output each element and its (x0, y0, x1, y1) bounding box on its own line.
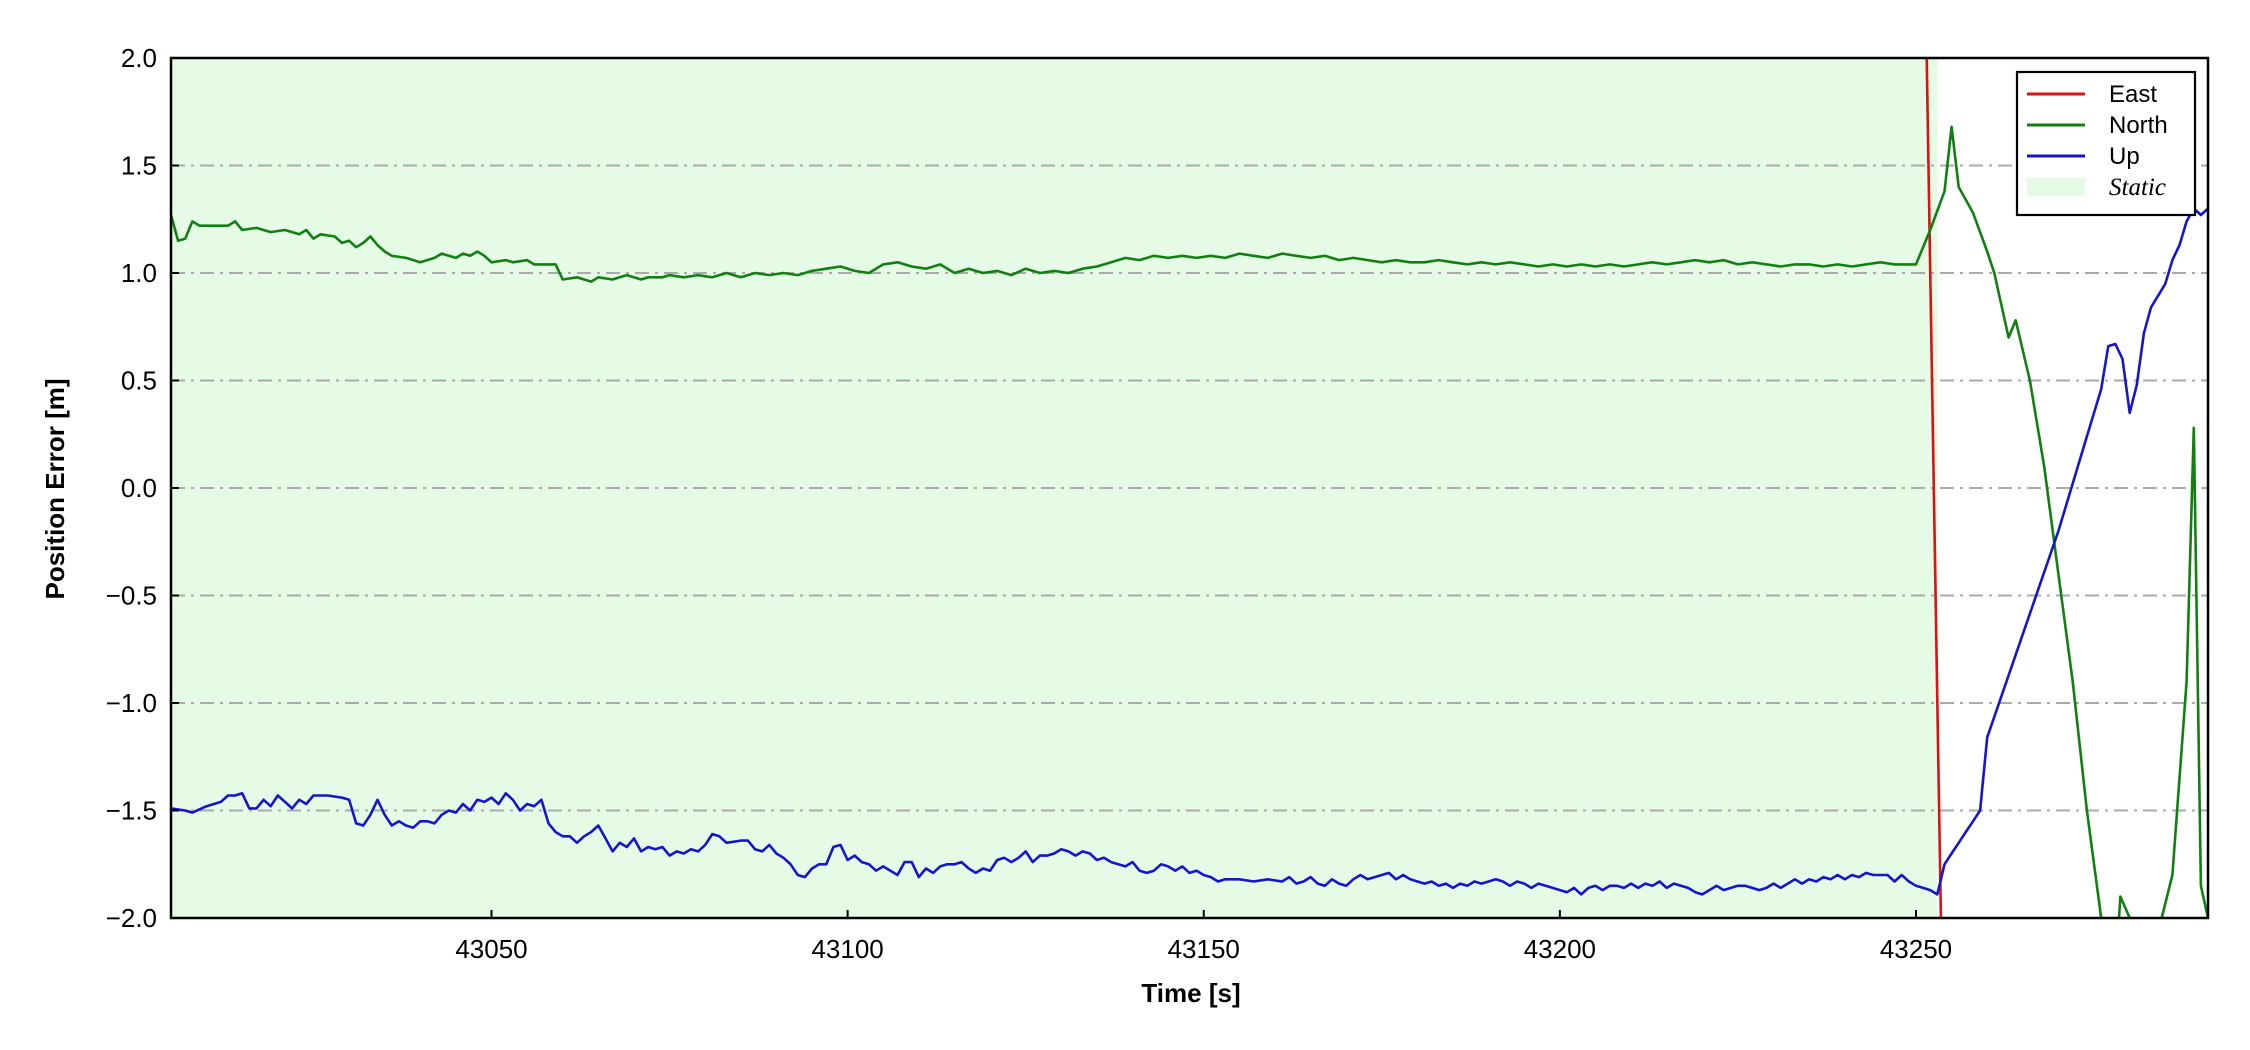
legend: East North Up Static (2015, 70, 2197, 217)
series-line-north (171, 125, 2103, 918)
legend-label-east: East (2109, 81, 2157, 108)
x-tick-label: 43150 (1168, 934, 1240, 964)
y-tick-label: 1.0 (121, 258, 157, 288)
y-tick-label: −0.5 (106, 581, 157, 611)
y-tick-label: −2.0 (106, 903, 157, 933)
x-axis-ticks: 43050 43100 43150 43200 43250 (455, 910, 1952, 964)
series-lines (171, 58, 2208, 918)
x-tick-label: 43200 (1524, 934, 1596, 964)
series-line-north (2160, 426, 2208, 918)
series-line-up (171, 207, 2208, 896)
x-tick-label: 43250 (1880, 934, 1952, 964)
legend-label-up: Up (2109, 143, 2140, 170)
y-tick-label: 2.0 (121, 43, 157, 73)
y-tick-label: −1.5 (106, 796, 157, 826)
y-tick-label: −1.0 (106, 688, 157, 718)
x-tick-label: 43100 (811, 934, 883, 964)
y-tick-label: 0.0 (121, 473, 157, 503)
grid-lines (171, 164, 2208, 812)
series-line-north (2117, 895, 2131, 918)
y-tick-label: 0.5 (121, 366, 157, 396)
x-axis-title: Time [s] (1141, 978, 1240, 1008)
legend-swatch-static (2027, 178, 2085, 196)
x-tick-label: 43050 (455, 934, 527, 964)
y-axis-title: Position Error [m] (40, 378, 70, 599)
legend-label-static: Static (2109, 174, 2166, 201)
series-line-east (1925, 58, 1943, 918)
y-tick-label: 1.5 (121, 151, 157, 181)
y-axis-ticks: −2.0 −1.5 −1.0 −0.5 0.0 0.5 1.0 1.5 2.0 (106, 43, 179, 933)
legend-label-north: North (2109, 112, 2168, 139)
